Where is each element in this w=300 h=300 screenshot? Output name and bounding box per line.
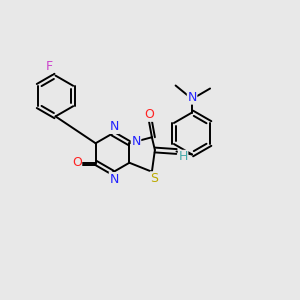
Text: N: N bbox=[109, 120, 119, 134]
Text: N: N bbox=[109, 172, 119, 186]
Text: N: N bbox=[188, 91, 197, 104]
Text: O: O bbox=[72, 156, 82, 169]
Text: N: N bbox=[131, 135, 141, 148]
Text: H: H bbox=[178, 150, 188, 164]
Text: F: F bbox=[45, 60, 52, 73]
Text: O: O bbox=[144, 108, 154, 121]
Text: S: S bbox=[150, 172, 158, 185]
